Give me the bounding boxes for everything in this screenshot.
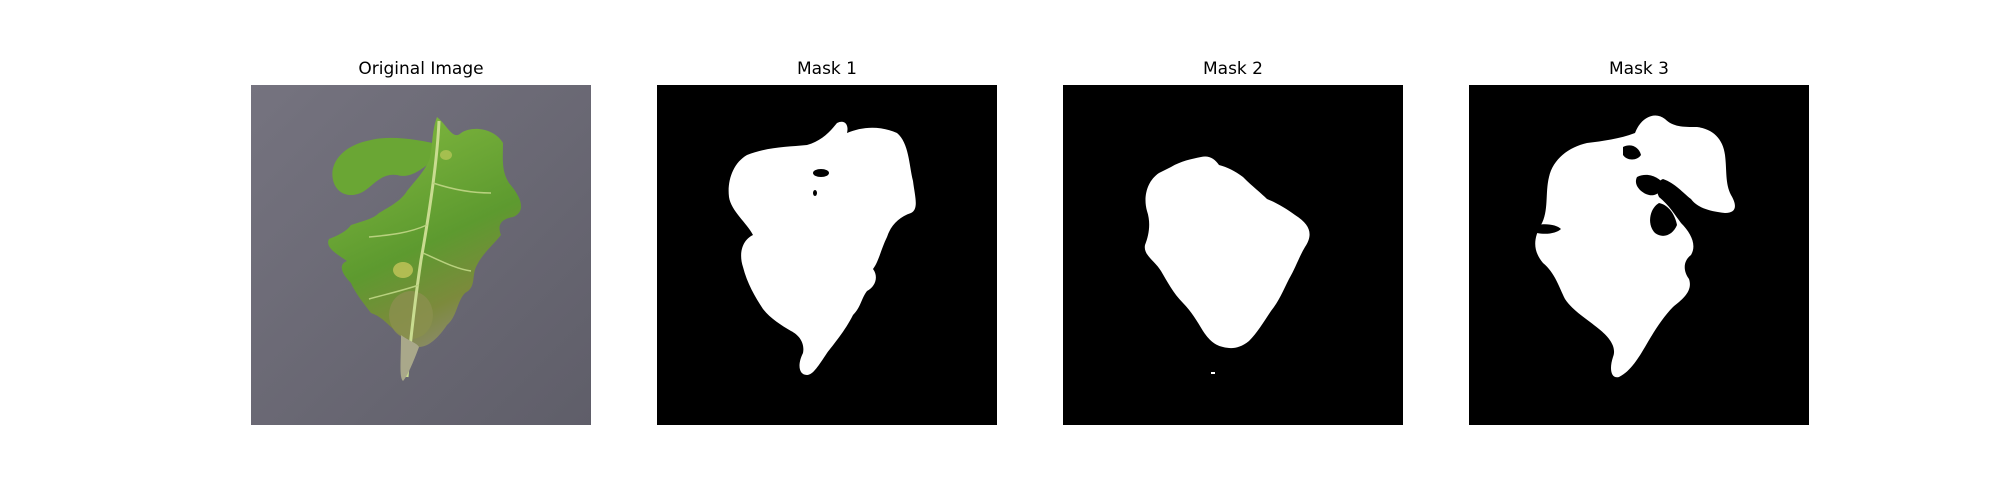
mask-speck — [1211, 372, 1215, 374]
mask-hole — [813, 169, 829, 177]
mask-1-panel: Mask 1 — [657, 58, 997, 425]
mask-1-title: Mask 1 — [796, 59, 857, 79]
original-leaf-image — [251, 85, 591, 425]
mask-1-region — [728, 121, 916, 375]
leaf-petiole — [400, 335, 419, 381]
original-image-panel: Original Image — [251, 58, 591, 425]
mask-notch — [1623, 145, 1641, 160]
leaf-side-lobe — [332, 137, 441, 196]
leaf-lesion-spot — [440, 150, 452, 160]
leaf-midrib — [405, 120, 441, 378]
mask-2-panel: Mask 2 — [1063, 58, 1403, 425]
mask-2-title: Mask 2 — [1202, 59, 1263, 79]
leaf-lesion — [389, 291, 433, 339]
mask-hole — [1650, 203, 1677, 236]
leaf-vein — [368, 182, 492, 300]
mask-3-title: Mask 3 — [1608, 59, 1669, 79]
original-image-title: Original Image — [358, 59, 484, 79]
leaf-lesion-spot — [393, 262, 413, 278]
mask-3-panel: Mask 3 — [1469, 58, 1809, 425]
mask-hole — [1635, 174, 1663, 196]
mask-3-image — [1469, 85, 1809, 425]
mask-2-region — [1144, 156, 1310, 349]
mask-hole — [813, 190, 817, 196]
mask-3-region — [1535, 115, 1735, 378]
mask-hole — [1534, 224, 1561, 234]
mask-2-image — [1063, 85, 1403, 425]
mask-1-image — [657, 85, 997, 425]
